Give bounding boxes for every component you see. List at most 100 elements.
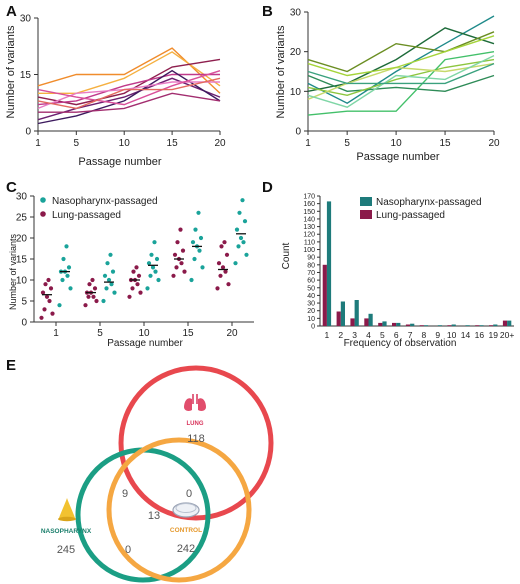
venn-label-nasopharynx: NASOPHARYNX bbox=[41, 528, 92, 535]
panel-b-line-chart: Passage number Number of variants 0 10 20 3… bbox=[275, 8, 500, 164]
panel-d-bar-nasopharynx bbox=[354, 300, 359, 326]
panel-a-ytick-label: 0 bbox=[25, 127, 31, 138]
panel-d-bar-nasopharynx bbox=[382, 321, 387, 326]
panel-c-point-nasopharynx bbox=[106, 277, 112, 283]
panel-c-point-nasopharynx bbox=[153, 269, 158, 274]
panel-c-point-lung bbox=[131, 269, 136, 274]
panel-d-bar-nasopharynx bbox=[437, 325, 442, 326]
panel-b-xtick-label: 20 bbox=[488, 138, 500, 149]
panel-d-ytick-label: 70 bbox=[307, 270, 315, 277]
panel-d-bar-nasopharynx bbox=[396, 322, 401, 326]
panel-c-point-lung bbox=[182, 269, 187, 274]
panel-b-series-line-5 bbox=[307, 58, 495, 97]
panel-c-point-nasopharynx bbox=[197, 248, 202, 253]
panel-b-xtick-label: 5 bbox=[344, 138, 350, 149]
panel-d-xtick-label: 14 bbox=[461, 330, 471, 340]
panel-c-point-nasopharynx bbox=[60, 277, 65, 283]
panel-c-point-nasopharynx bbox=[112, 290, 117, 295]
panel-c-point-nasopharynx bbox=[241, 240, 246, 245]
panel-c-point-lung bbox=[44, 294, 50, 299]
panel-c-point-lung bbox=[50, 311, 55, 316]
panel-c-point-nasopharynx bbox=[101, 298, 106, 304]
panel-c-point-lung bbox=[86, 294, 91, 299]
panel-a-xtick-label: 20 bbox=[214, 138, 226, 149]
panel-c-point-lung bbox=[171, 273, 176, 278]
panel-d-ytick-label: 150 bbox=[303, 209, 315, 216]
venn-count-lung-control: 0 bbox=[186, 488, 192, 500]
venn-count-nasopharynx-control: 0 bbox=[125, 544, 131, 556]
legend-c-nasopharynx-marker bbox=[40, 197, 46, 203]
panel-b-series-line-4 bbox=[307, 74, 495, 93]
legend-c-nasopharynx-label: Nasopharynx-passaged bbox=[52, 196, 158, 207]
panel-a-line-chart: Passage number Number of variants 015301… bbox=[5, 14, 226, 169]
panel-d-bar-nasopharynx bbox=[479, 325, 484, 326]
panel-c-point-lung bbox=[91, 294, 96, 299]
panel-d-ytick-label: 160 bbox=[303, 201, 315, 208]
panel-d-bar-chart: Frequency of observation Count Nasophary… bbox=[281, 194, 514, 350]
panel-c-point-nasopharynx bbox=[240, 198, 245, 203]
venn-count-control: 242 bbox=[177, 543, 195, 555]
panel-c-xtick-label: 1 bbox=[53, 328, 59, 339]
panel-a-series-line-10 bbox=[37, 77, 221, 110]
panel-d-bar-nasopharynx bbox=[326, 201, 332, 326]
panel-c-ylabel: Number of variants bbox=[8, 233, 18, 310]
panel-b-xlabel: Passage number bbox=[356, 151, 439, 163]
panel-c-point-nasopharynx bbox=[66, 265, 72, 270]
panel-d-bar-lung bbox=[419, 325, 424, 326]
venn-count-nasopharynx: 245 bbox=[57, 544, 75, 556]
panel-d-ytick-label: 50 bbox=[307, 285, 315, 292]
panel-d-bar-lung bbox=[364, 318, 369, 326]
panel-c-point-nasopharynx bbox=[109, 282, 114, 287]
panel-c-xtick-label: 15 bbox=[182, 328, 194, 339]
venn-count-all: 13 bbox=[148, 510, 160, 522]
panel-d-xtick-label: 6 bbox=[394, 330, 399, 340]
panel-d-bar-nasopharynx bbox=[451, 324, 456, 326]
panel-c-point-lung bbox=[226, 282, 231, 287]
panel-d-bar-lung bbox=[475, 325, 480, 326]
panel-c-point-nasopharynx bbox=[110, 269, 116, 274]
panel-c-point-nasopharynx bbox=[108, 252, 113, 257]
panel-b-ytick-label: 0 bbox=[295, 127, 301, 138]
panel-c-point-lung bbox=[174, 265, 179, 270]
panel-b-ytick-label: 30 bbox=[290, 8, 302, 19]
panel-c-xtick-label: 5 bbox=[97, 328, 103, 339]
panel-d-xtick-label: 2 bbox=[338, 330, 343, 340]
panel-c-point-lung bbox=[216, 261, 222, 266]
panel-c-point-lung bbox=[135, 282, 140, 287]
panel-label-a: A bbox=[6, 3, 17, 20]
panel-c-point-nasopharynx bbox=[192, 256, 197, 262]
panel-c-point-nasopharynx bbox=[190, 240, 196, 245]
panel-label-d: D bbox=[262, 179, 273, 196]
panel-c-point-lung bbox=[136, 273, 142, 278]
nose-icon bbox=[58, 498, 76, 522]
panel-c-point-lung bbox=[40, 290, 46, 295]
panel-d-ytick-label: 130 bbox=[303, 224, 315, 231]
panel-d-bar-nasopharynx bbox=[423, 325, 429, 326]
panel-b-xtick-label: 10 bbox=[391, 138, 403, 149]
panel-a-xlabel: Passage number bbox=[78, 156, 161, 168]
panel-c-point-nasopharynx bbox=[156, 277, 161, 283]
panel-b-series-line-8 bbox=[307, 54, 495, 108]
panel-c-point-nasopharynx bbox=[61, 256, 66, 262]
panel-d-xtick-label: 3 bbox=[352, 330, 357, 340]
panel-d-ytick-label: 40 bbox=[307, 293, 315, 300]
venn-label-lung: LUNG bbox=[187, 421, 204, 427]
panel-c-point-nasopharynx bbox=[102, 273, 108, 278]
panel-d-bar-lung bbox=[378, 322, 383, 326]
panel-c-point-lung bbox=[224, 252, 230, 257]
panel-c-point-lung bbox=[180, 248, 186, 253]
panel-c-point-nasopharynx bbox=[104, 286, 109, 291]
panel-d-xtick-label: 20+ bbox=[500, 330, 514, 340]
panel-d-ytick-label: 140 bbox=[303, 216, 315, 223]
panel-d-ytick-label: 30 bbox=[307, 301, 315, 308]
panel-a-xtick-label: 1 bbox=[35, 138, 41, 149]
panel-c-point-nasopharynx bbox=[193, 227, 198, 232]
panel-c-point-lung bbox=[178, 227, 183, 232]
panel-b-xtick-label: 15 bbox=[439, 138, 451, 149]
panel-d-ytick-label: 170 bbox=[303, 194, 315, 201]
panel-d-bar-lung bbox=[322, 264, 327, 326]
panel-a-series-line-8 bbox=[37, 70, 221, 106]
panel-b-ytick-label: 20 bbox=[290, 47, 302, 58]
panel-d-bar-nasopharynx bbox=[507, 320, 512, 326]
panel-c-ytick-label: 10 bbox=[16, 276, 28, 287]
